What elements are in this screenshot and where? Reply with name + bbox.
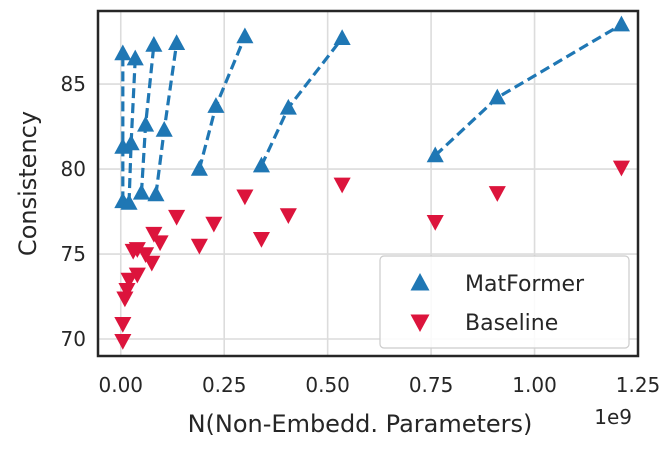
matformer-point [236,27,254,44]
matformer-point [120,194,138,210]
baseline-point [114,333,132,350]
baseline-point [116,291,134,308]
matformer-point [122,134,140,151]
legend-label-matformer: MatFormer [465,272,585,297]
matformer-point [155,120,173,137]
matformer-point [147,185,165,202]
x-tick-label: 0.00 [98,373,143,397]
matformer-point [207,97,225,113]
y-tick-label: 75 [61,242,86,266]
x-axis-title: N(Non-Embedd. Parameters) [188,410,533,438]
legend-box [379,255,630,349]
x-tick-label: 1.25 [616,373,661,397]
y-axis-title: Consistency [14,111,42,256]
y-tick-label: 85 [61,72,86,96]
baseline-point [128,267,146,284]
x-tick-label: 1.00 [512,373,557,397]
y-tick-label: 70 [61,327,86,351]
matformer-line [259,37,344,167]
matformer-point [488,88,506,105]
baseline-point [168,209,186,226]
baseline-point [120,272,138,289]
x-tick-label: 0.50 [305,373,350,397]
legend-marker-baseline [410,314,430,332]
baseline-point [114,316,132,333]
baseline-point [236,189,254,206]
legend-label-baseline: Baseline [465,311,558,336]
baseline-point [279,208,297,224]
baseline-point [143,255,161,272]
matformer-point [137,115,155,132]
matformer-line [154,43,179,195]
plot-frame [96,9,640,358]
baseline-point [190,238,208,255]
baseline-point [128,242,146,258]
baseline-point [137,247,155,264]
baseline-point [118,282,136,299]
baseline-point [612,160,630,177]
baseline-point [151,235,169,252]
y-tick-label: 80 [61,157,86,181]
matformer-point [279,98,297,115]
x-tick-label: 0.25 [202,373,247,397]
baseline-point [426,214,444,231]
matformer-point [126,49,144,66]
legend-marker-matformer [410,273,430,291]
baseline-point [252,231,270,248]
matformer-line [127,58,137,204]
x-axis-offset-label: 1e9 [594,405,632,429]
matformer-point [190,160,208,176]
x-tick-label: 0.75 [409,373,454,397]
baseline-point [205,216,223,233]
matformer-point [612,15,630,32]
matformer-point [252,156,270,173]
matformer-point [145,35,163,52]
legend: MatFormer Baseline [379,255,630,349]
baseline-point [145,226,163,243]
baseline-point [488,186,506,202]
matformer-point [426,146,444,163]
tick-labels: 0.00 0.25 0.50 0.75 1.00 1.25 70 75 80 85 [61,72,661,397]
matformer-line [197,35,247,170]
matformer-point [168,34,186,51]
matformer-line [139,44,156,193]
matformer-line [434,23,623,157]
baseline-point [333,177,351,194]
data-layer [114,15,630,350]
matformer-point [114,44,132,61]
matformer-point [132,183,150,200]
matformer-point [333,29,351,45]
